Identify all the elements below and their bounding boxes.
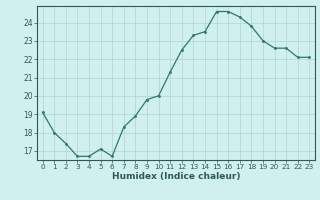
X-axis label: Humidex (Indice chaleur): Humidex (Indice chaleur) — [112, 172, 240, 181]
